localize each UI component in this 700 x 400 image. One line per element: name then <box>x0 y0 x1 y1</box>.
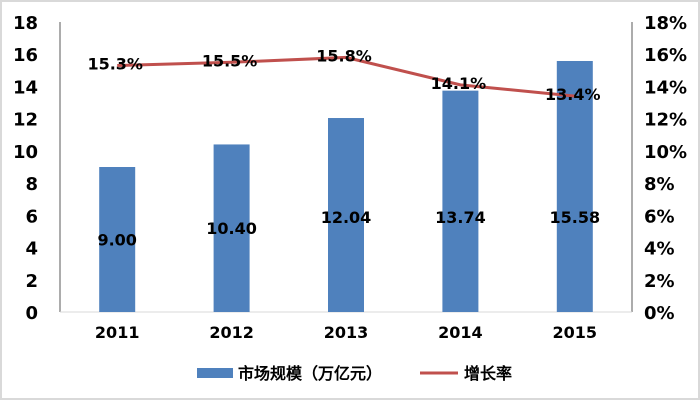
growth-rate-line <box>117 55 575 98</box>
right-tick-label: 10% <box>644 142 687 163</box>
right-tick-label: 18% <box>644 13 687 34</box>
bar <box>556 60 593 312</box>
x-tick-label: 2015 <box>553 323 598 342</box>
x-tick-label: 2012 <box>209 323 254 342</box>
right-tick-label: 4% <box>644 239 675 260</box>
right-tick-label: 0% <box>644 303 675 324</box>
line-data-label: 14.1% <box>431 74 487 93</box>
bar-data-label: 15.58 <box>549 208 600 227</box>
right-tick-label: 16% <box>644 45 687 66</box>
right-tick-label: 2% <box>644 271 675 292</box>
right-tick-label: 6% <box>644 206 675 227</box>
left-tick-label: 16 <box>13 45 38 66</box>
right-tick-label: 12% <box>644 110 687 131</box>
right-tick-label: 14% <box>644 77 687 98</box>
bar <box>213 144 250 312</box>
legend-label-bar: 市场规模（万亿元） <box>238 364 382 383</box>
left-tick-label: 18 <box>13 13 38 34</box>
legend-swatch-bar <box>197 368 233 378</box>
bar <box>442 90 479 312</box>
left-tick-label: 0 <box>25 303 38 324</box>
left-tick-label: 2 <box>25 271 38 292</box>
bar <box>99 167 136 312</box>
bar-data-label: 9.00 <box>97 231 136 250</box>
x-tick-label: 2011 <box>95 323 140 342</box>
line-data-label: 15.5% <box>202 51 258 70</box>
x-tick-label: 2013 <box>324 323 369 342</box>
bar-data-label: 12.04 <box>321 208 372 227</box>
bar <box>328 118 364 313</box>
x-tick-label: 2014 <box>438 323 483 342</box>
legend-label-line: 增长率 <box>464 364 512 383</box>
left-tick-label: 8 <box>25 174 38 195</box>
bar-data-label: 10.40 <box>206 219 257 238</box>
left-tick-label: 10 <box>13 142 38 163</box>
line-data-label: 15.8% <box>316 46 372 65</box>
left-tick-label: 6 <box>25 206 38 227</box>
line-data-label: 15.3% <box>87 55 143 74</box>
left-tick-label: 14 <box>13 77 38 98</box>
left-tick-label: 12 <box>13 110 38 131</box>
left-tick-label: 4 <box>25 239 38 260</box>
line-data-label: 13.4% <box>545 85 601 104</box>
bar-data-label: 13.74 <box>435 208 486 227</box>
right-tick-label: 8% <box>644 174 675 195</box>
